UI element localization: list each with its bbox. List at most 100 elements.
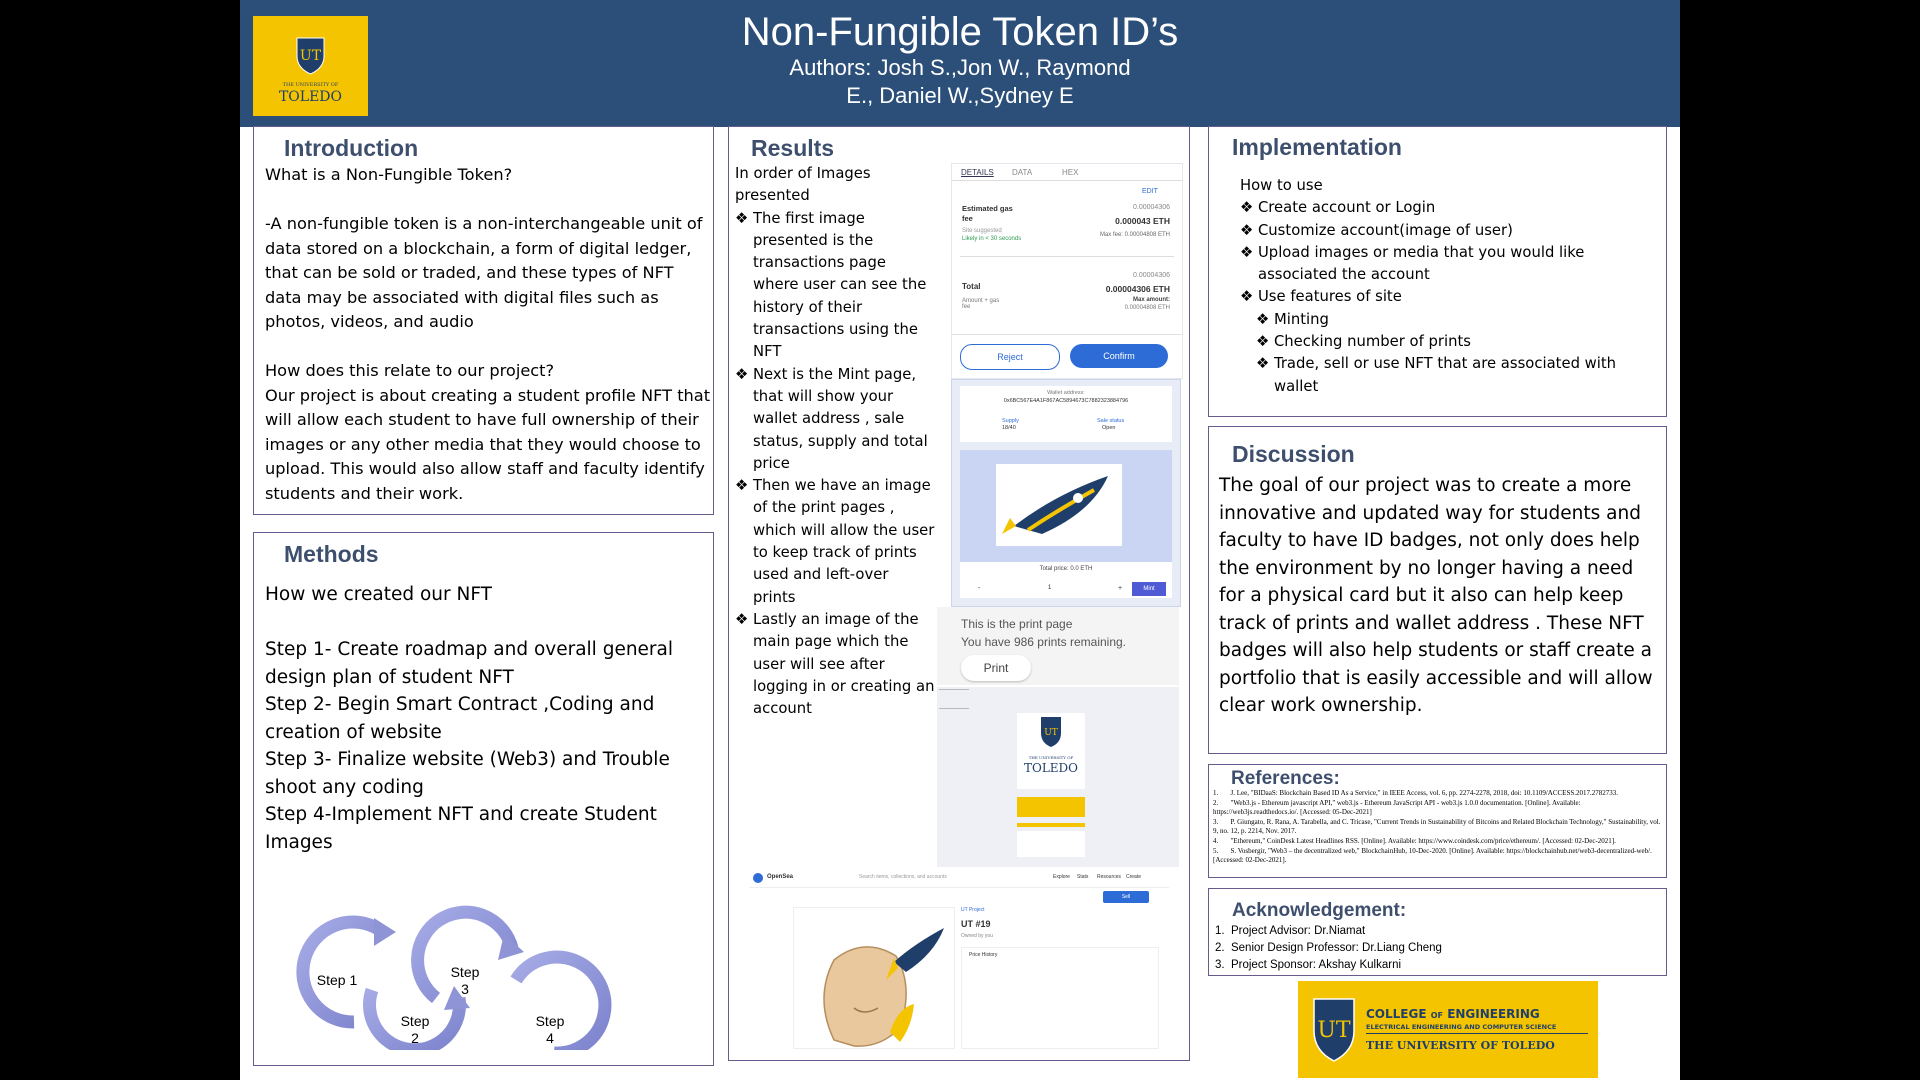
diamond-bullet-icon: ❖ bbox=[1240, 288, 1258, 306]
results-bullet-3: ❖ Then we have an image of the print pag… bbox=[735, 477, 935, 606]
sell-button[interactable]: Sell bbox=[1103, 891, 1149, 903]
wallet-address: 0x6BC567E4A1F867AC5894673C7882323884796 bbox=[1003, 398, 1129, 404]
poster-title: Non-Fungible Token ID’s bbox=[741, 10, 1179, 54]
intro-paragraph-2: Our project is about creating a student … bbox=[265, 385, 711, 503]
total-eth: 0.00004306 ETH bbox=[1105, 284, 1170, 294]
step-3-arrow bbox=[411, 905, 519, 1004]
main-logo-text: TOLEDO bbox=[1023, 761, 1079, 775]
results-section: Results In order of Images presented ❖ T… bbox=[728, 126, 1190, 1061]
print-button[interactable]: Print bbox=[961, 655, 1031, 681]
implementation-subitem-3: ❖ Trade, sell or use NFT that are associ… bbox=[1256, 355, 1617, 395]
methods-body: How we created our NFT Step 1- Create ro… bbox=[265, 581, 705, 856]
ack-item-2: 2. Senior Design Professor: Dr.Liang Che… bbox=[1215, 942, 1442, 954]
mint-button[interactable]: Mint bbox=[1132, 582, 1166, 596]
step-4-arrow bbox=[510, 950, 612, 1050]
implementation-intro: How to use bbox=[1240, 177, 1323, 194]
diamond-bullet-icon: ❖ bbox=[1240, 221, 1258, 239]
intro-question-1: What is a Non-Fungible Token? bbox=[265, 165, 513, 184]
results-intro: In order of Images presented bbox=[735, 165, 871, 205]
likely-time: Likely in < 30 seconds bbox=[962, 236, 1022, 242]
implementation-subitem-2: ❖ Checking number of prints bbox=[1256, 333, 1471, 351]
reference-2: 2. "Web3.js - Ethereum javascript API," … bbox=[1213, 799, 1581, 816]
nft-student-image bbox=[793, 907, 955, 1049]
transactions-screenshot: DETAILS DATA HEX EDIT Estimated gas fee … bbox=[951, 163, 1183, 379]
opensea-brand: OpenSea bbox=[767, 874, 794, 880]
logo-monogram: UT bbox=[300, 48, 322, 64]
qty-value[interactable]: 1 bbox=[1048, 585, 1052, 591]
main-logo-monogram: UT bbox=[1044, 728, 1058, 738]
diamond-bullet-icon: ❖ bbox=[735, 365, 753, 383]
references-heading: References: bbox=[1231, 768, 1340, 789]
implementation-item-4: ❖ Use features of site bbox=[1240, 288, 1402, 306]
diamond-bullet-icon: ❖ bbox=[1256, 333, 1274, 351]
shield-icon: UT bbox=[1313, 998, 1355, 1062]
college-of-engineering-logo: UT COLLEGE OF ENGINEERING ELECTRICAL ENG… bbox=[1298, 981, 1598, 1078]
step-1-arrow bbox=[296, 915, 384, 1029]
sale-status-label: Sale status bbox=[1097, 418, 1125, 424]
collection-name: UT Project bbox=[961, 907, 985, 913]
results-bullet-1: ❖ The first image presented is the trans… bbox=[735, 209, 927, 361]
print-screenshot: This is the print page You have 986 prin… bbox=[937, 607, 1179, 685]
acknowledgement-heading: Acknowledgement: bbox=[1232, 900, 1407, 921]
amount-plus-gas: Amount + gas fee bbox=[962, 298, 1000, 310]
gas-small: 0.00004306 bbox=[1133, 204, 1170, 211]
college-name: COLLEGE OF ENGINEERING bbox=[1366, 1007, 1540, 1021]
confirm-button[interactable]: Confirm bbox=[1070, 344, 1168, 368]
reject-button[interactable]: Reject bbox=[960, 344, 1060, 370]
diagram-step-4-label-b: 4 bbox=[546, 1030, 554, 1046]
diagram-step-3-label-b: 3 bbox=[461, 981, 469, 997]
discussion-body: The goal of our project was to create a … bbox=[1219, 475, 1653, 716]
print-page-title: This is the print page bbox=[961, 617, 1073, 631]
nav-stats[interactable]: Stats bbox=[1077, 874, 1089, 880]
diagram-step-3-label-a: Step bbox=[451, 964, 480, 980]
supply-label: Supply bbox=[1002, 418, 1019, 424]
implementation-item-2: ❖ Customize account(image of user) bbox=[1240, 221, 1513, 239]
nav-create[interactable]: Create bbox=[1126, 874, 1142, 880]
rocket-icon bbox=[1002, 476, 1108, 534]
ack-item-3: 3. Project Sponsor: Akshay Kulkarni bbox=[1215, 959, 1402, 971]
diamond-bullet-icon: ❖ bbox=[1256, 310, 1274, 328]
max-amount-value: 0.00004808 ETH bbox=[1124, 305, 1170, 311]
authors-line-1: Authors: Josh S.,Jon W., Raymond bbox=[789, 55, 1131, 80]
department-name: ELECTRICAL ENGINEERING AND COMPUTER SCIE… bbox=[1366, 1023, 1557, 1031]
implementation-item-1: ❖ Create account or Login bbox=[1240, 199, 1436, 217]
diagram-step-2-label-a: Step bbox=[401, 1013, 430, 1029]
university-logo: UT THE UNIVERSITY OF TOLEDO bbox=[253, 16, 368, 116]
logo-university: TOLEDO bbox=[278, 89, 343, 105]
gas-eth: 0.000043 ETH bbox=[1115, 216, 1170, 226]
introduction-body: What is a Non-Fungible Token? -A non-fun… bbox=[265, 163, 711, 506]
shield-icon: UT bbox=[1041, 717, 1061, 747]
qty-plus[interactable]: + bbox=[1118, 585, 1123, 592]
methods-heading: Methods bbox=[284, 541, 379, 567]
diagram-step-2-label-b: 2 bbox=[411, 1030, 419, 1046]
nav-explore[interactable]: Explore bbox=[1053, 874, 1070, 880]
opensea-search[interactable]: Search items, collections, and accounts bbox=[859, 874, 947, 880]
diamond-bullet-icon: ❖ bbox=[735, 610, 753, 628]
reference-5: 5. S. Vosbergir, "Web3 – the decentraliz… bbox=[1213, 847, 1652, 864]
nav-resources[interactable]: Resources bbox=[1097, 874, 1121, 880]
tab-details: DETAILS bbox=[961, 168, 994, 177]
ack-item-1: 1. Project Advisor: Dr.Niamat bbox=[1215, 925, 1366, 937]
diamond-bullet-icon: ❖ bbox=[1240, 243, 1258, 261]
mint-total-price: Total price: 0.0 ETH bbox=[1039, 566, 1093, 572]
intro-paragraph-1: -A non-fungible token is a non-interchan… bbox=[265, 214, 703, 331]
supply-value: 18/40 bbox=[1002, 425, 1016, 431]
introduction-heading: Introduction bbox=[284, 135, 419, 161]
reference-1: 1. J. Lee, "BIDaaS: Blockchain Based ID … bbox=[1213, 789, 1618, 797]
diagram-step-4-label-a: Step bbox=[536, 1013, 565, 1029]
authors-line-2: E., Daniel W.,Sydney E bbox=[846, 83, 1074, 108]
total-small: 0.00004306 bbox=[1133, 272, 1170, 279]
methods-step-1: Step 1- Create roadmap and overall gener… bbox=[265, 639, 674, 688]
diamond-bullet-icon: ❖ bbox=[1240, 199, 1258, 217]
tab-data: DATA bbox=[1012, 168, 1033, 177]
acknowledgement-list: 1. Project Advisor: Dr.Niamat 2. Senior … bbox=[1215, 923, 1655, 974]
main-logo-card: UT THE UNIVERSITY OF TOLEDO bbox=[1017, 713, 1085, 789]
mint-screenshot: Wallet address: 0x6BC567E4A1F867AC589467… bbox=[951, 379, 1181, 607]
authors: Authors: Josh S.,Jon W., Raymond E., Dan… bbox=[240, 54, 1680, 110]
diamond-bullet-icon: ❖ bbox=[735, 209, 753, 227]
implementation-body: How to use ❖ Create account or Login ❖ C… bbox=[1240, 175, 1660, 398]
methods-step-3: Step 3- Finalize website (Web3) and Trou… bbox=[265, 749, 670, 798]
diagram-step-1-label: Step 1 bbox=[317, 972, 358, 988]
qty-minus[interactable]: - bbox=[978, 585, 981, 592]
bottom-logo-monogram: UT bbox=[1317, 1018, 1351, 1043]
